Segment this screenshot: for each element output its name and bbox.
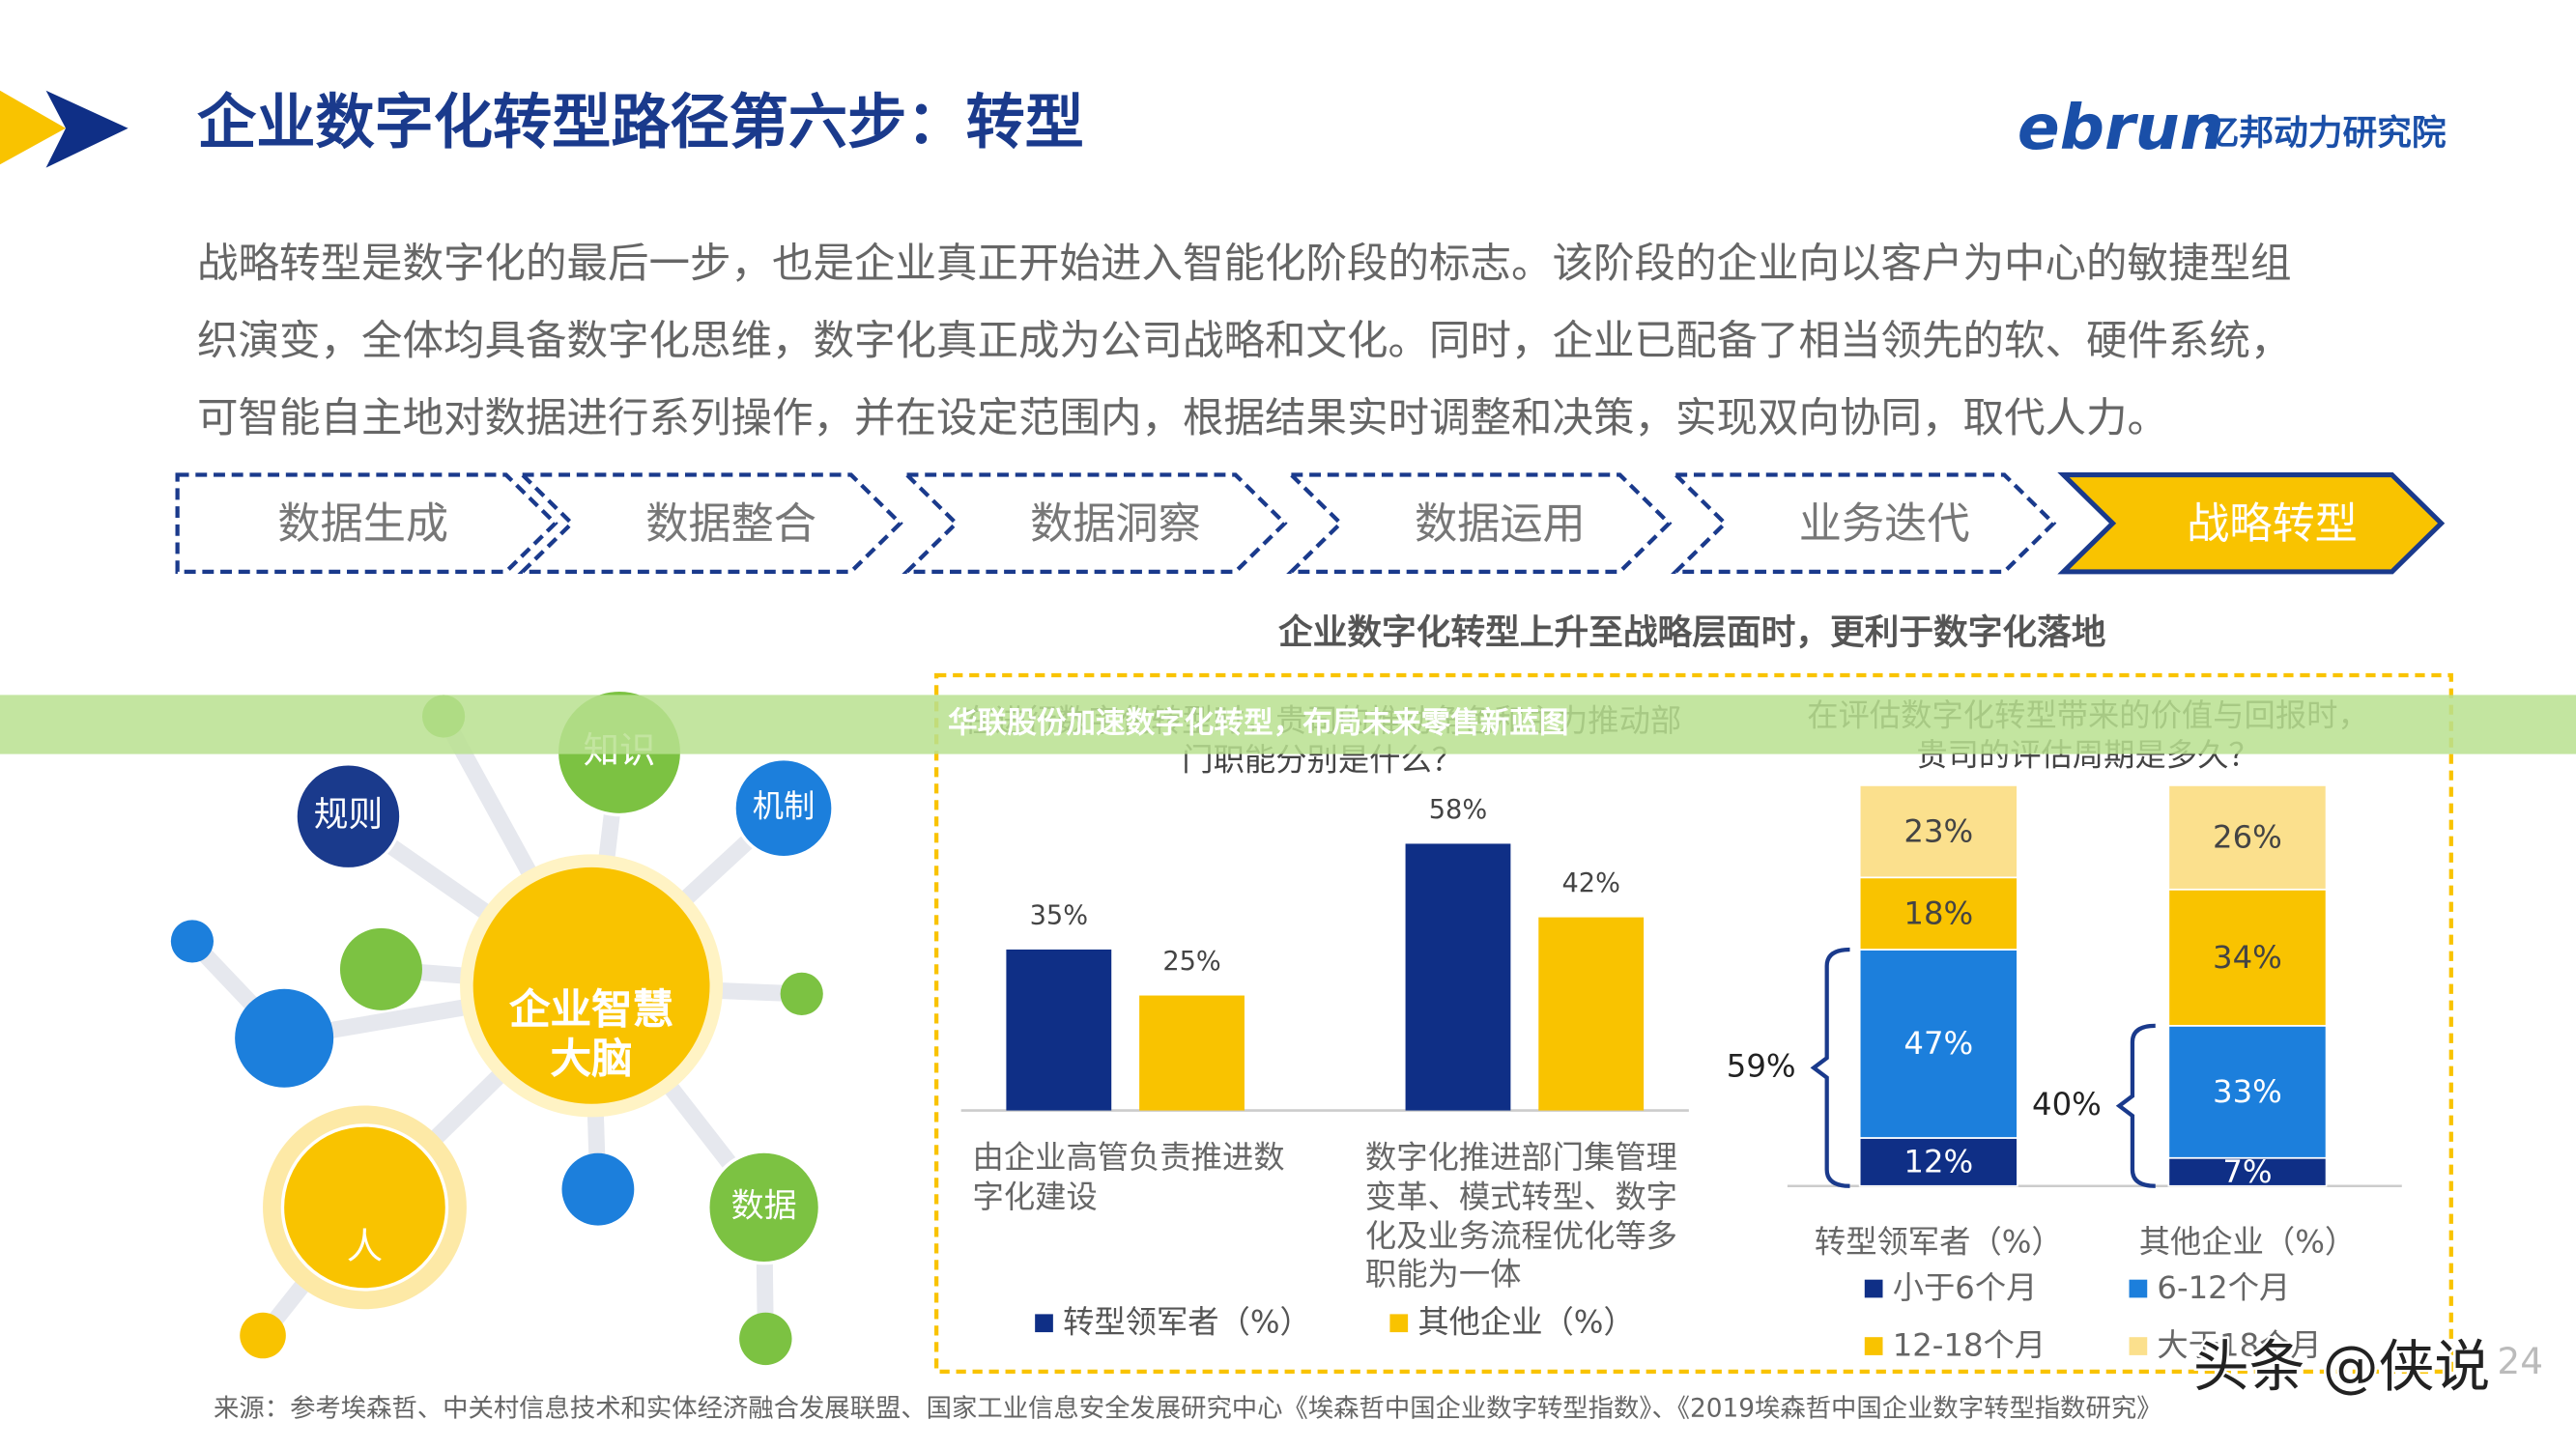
legend-swatch xyxy=(2129,1279,2148,1298)
dot xyxy=(561,1152,635,1226)
step-shape xyxy=(1671,472,2057,575)
legend-swatch xyxy=(1864,1279,1883,1298)
dot xyxy=(240,1312,286,1359)
diagram-node-label: 机制 xyxy=(753,788,816,825)
diagram-node xyxy=(732,757,835,860)
category-label-box: 由企业高管负责推进数字化建设 xyxy=(972,1140,1285,1215)
step-label: 数据整合 xyxy=(645,499,816,549)
legend-label: 小于6个月 xyxy=(1893,1269,2038,1306)
dot xyxy=(780,972,823,1015)
legend-label: 转型领军者（%） xyxy=(1063,1304,1311,1341)
bar xyxy=(1006,949,1112,1111)
dot xyxy=(235,988,334,1088)
value-label: 58% xyxy=(1429,795,1487,825)
diagram-node xyxy=(706,1150,822,1265)
legend-label: 6-12个月 xyxy=(2157,1269,2290,1306)
source: 来源：参考埃森哲、中关村信息技术和实体经济融合发展联盟、国家工业信息安全发展研究… xyxy=(214,1395,2161,1424)
center-label: 企业智慧大脑 xyxy=(509,985,674,1083)
value-label: 47% xyxy=(1903,1025,1973,1062)
diagram-node-label: 数据 xyxy=(731,1186,797,1225)
intro: 战略转型是数字化的最后一步，也是企业真正开始进入智能化阶段的标志。该阶段的企业向… xyxy=(197,241,2292,442)
step-shape xyxy=(902,472,1288,575)
bar xyxy=(1538,917,1645,1111)
intro-line: 可智能自主地对数据进行系列操作，并在设定范围内，根据结果实时调整和决策，实现双向… xyxy=(197,395,2168,442)
center-node xyxy=(472,867,710,1104)
value-label: 12% xyxy=(1903,1144,1973,1180)
intro-line: 战略转型是数字化的最后一步，也是企业真正开始进入智能化阶段的标志。该阶段的企业向… xyxy=(197,241,2292,288)
category-label-box: 数字化推进部门集管理变革、模式转型、数字化及业务流程优化等多职能为一体 xyxy=(1364,1140,1677,1293)
legend-swatch xyxy=(1389,1314,1409,1333)
value-label: 42% xyxy=(1561,868,1619,898)
diagram-node-label: 人 xyxy=(347,1225,383,1267)
value-label: 25% xyxy=(1162,947,1220,977)
legend-label: 大于18个月 xyxy=(2157,1326,2321,1363)
value-label: 34% xyxy=(2213,939,2282,976)
legend-swatch xyxy=(2129,1337,2148,1355)
bracket xyxy=(1810,947,1850,1188)
banner-text: 华联股份加速数字化转型，布局未来零售新蓝图 xyxy=(948,706,1568,741)
step-label: 业务迭代 xyxy=(1799,499,1970,549)
category-label: 其他企业（%） xyxy=(2139,1223,2356,1260)
step-label: 数据洞察 xyxy=(1030,499,1201,549)
watermark: 头条 @侠说 xyxy=(2193,1333,2490,1399)
step-shape xyxy=(2057,472,2446,575)
value-label: 26% xyxy=(2213,819,2282,856)
logo-sub: 亿邦动力研究院 xyxy=(2205,114,2447,154)
category-label: 转型领军者（%） xyxy=(1815,1223,2063,1260)
category-label: 由企业高管负责推进数字化建设 xyxy=(972,1140,1285,1215)
chart-frame xyxy=(934,672,2453,1375)
value-label: 33% xyxy=(2213,1073,2282,1110)
step-shape xyxy=(1286,472,1673,575)
legend-swatch xyxy=(1864,1337,1883,1355)
diagram: 企业智慧大脑知识规则机制人数据 xyxy=(280,688,835,1292)
banner xyxy=(0,695,2576,754)
center-label-box: 企业智慧大脑 xyxy=(509,985,674,1083)
step-label: 战略转型 xyxy=(2187,499,2358,549)
legend-swatch xyxy=(1035,1314,1053,1333)
value-label: 35% xyxy=(1030,900,1088,930)
steps: 数据生成 数据整合 数据洞察 数据运用 业务迭代 战略转型 xyxy=(175,472,2446,575)
bar xyxy=(1405,843,1511,1111)
bar xyxy=(1139,995,1245,1111)
value-label: 18% xyxy=(1903,895,1973,931)
bar-segment xyxy=(2167,784,2328,891)
bar-segment xyxy=(1858,949,2018,1139)
annotation: 40% xyxy=(2032,1086,2102,1122)
step-shape xyxy=(175,472,558,575)
diagram-node-label: 规则 xyxy=(314,795,383,835)
intro-line: 织演变，全体均具备数字化思维，数字化真正成为公司战略和文化。同时，企业已配备了相… xyxy=(197,318,2292,365)
logo: ebrun xyxy=(2018,92,2224,164)
dot xyxy=(170,920,215,963)
legend-label: 12-18个月 xyxy=(1893,1326,2046,1363)
dot xyxy=(339,927,422,1010)
page-number: 24 xyxy=(2497,1340,2543,1382)
bracket xyxy=(2115,1023,2156,1188)
diagram-node xyxy=(294,762,403,871)
value-label: 7% xyxy=(2222,1153,2272,1190)
dot xyxy=(739,1312,792,1366)
title: 企业数字化转型路径第六步：转型 xyxy=(197,89,1084,157)
charts-heading: 企业数字化转型上升至战略层面时，更利于数字化落地 xyxy=(1278,612,2106,652)
bar-segment xyxy=(2167,888,2328,1027)
step-label: 数据生成 xyxy=(277,499,448,549)
step-label: 数据运用 xyxy=(1415,499,1586,549)
annotation: 59% xyxy=(1727,1047,1796,1084)
step-shape xyxy=(517,472,903,575)
diagram-node xyxy=(280,1123,449,1292)
bar-segment xyxy=(1858,784,2018,879)
value-label: 23% xyxy=(1903,812,1973,849)
legend-label: 其他企业（%） xyxy=(1417,1304,1634,1341)
bar-segment xyxy=(2167,1024,2328,1159)
category-label: 数字化推进部门集管理变革、模式转型、数字化及业务流程优化等多职能为一体 xyxy=(1364,1140,1677,1293)
logo-arrow xyxy=(0,90,67,165)
logo-arrow xyxy=(45,90,129,168)
